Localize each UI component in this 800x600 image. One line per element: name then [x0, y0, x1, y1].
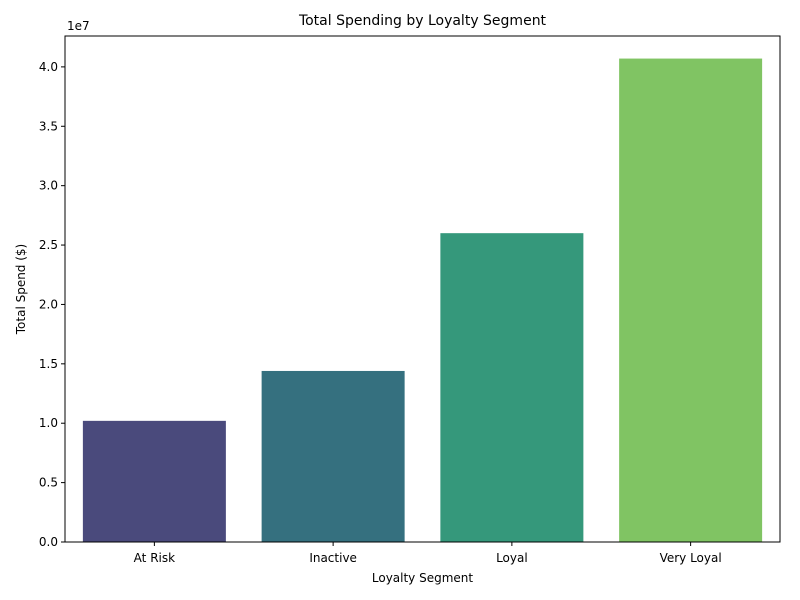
bar-loyal — [440, 233, 584, 542]
x-tick-label: Loyal — [496, 551, 528, 565]
bar-very-loyal — [619, 58, 763, 542]
y-tick-label: 1.5 — [39, 357, 58, 371]
y-tick-label: 2.0 — [39, 297, 58, 311]
y-tick-label: 3.5 — [39, 119, 58, 133]
x-tick-label: Inactive — [309, 551, 357, 565]
y-tick-label: 3.0 — [39, 179, 58, 193]
y-tick-label: 0.5 — [39, 476, 58, 490]
y-axis-offset-label: 1e7 — [67, 19, 90, 33]
x-tick-label: Very Loyal — [660, 551, 722, 565]
y-axis-ticks: 0.0 0.5 1.0 1.5 2.0 2.5 3.0 3.5 4.0 — [39, 60, 65, 549]
bar-at-risk — [82, 420, 226, 542]
y-tick-label: 4.0 — [39, 60, 58, 74]
plot-frame — [64, 35, 781, 543]
bars-layer — [82, 58, 763, 542]
y-axis-label: Total Spend ($) — [14, 244, 28, 336]
x-axis-ticks: At Risk Inactive Loyal Very Loyal — [134, 542, 722, 565]
chart-title: Total Spending by Loyalty Segment — [298, 13, 547, 29]
x-axis-label: Loyalty Segment — [372, 571, 474, 585]
bar-inactive — [261, 370, 405, 542]
y-tick-label: 0.0 — [39, 535, 58, 549]
y-tick-label: 2.5 — [39, 238, 58, 252]
y-tick-label: 1.0 — [39, 416, 58, 430]
x-tick-label: At Risk — [134, 551, 175, 565]
